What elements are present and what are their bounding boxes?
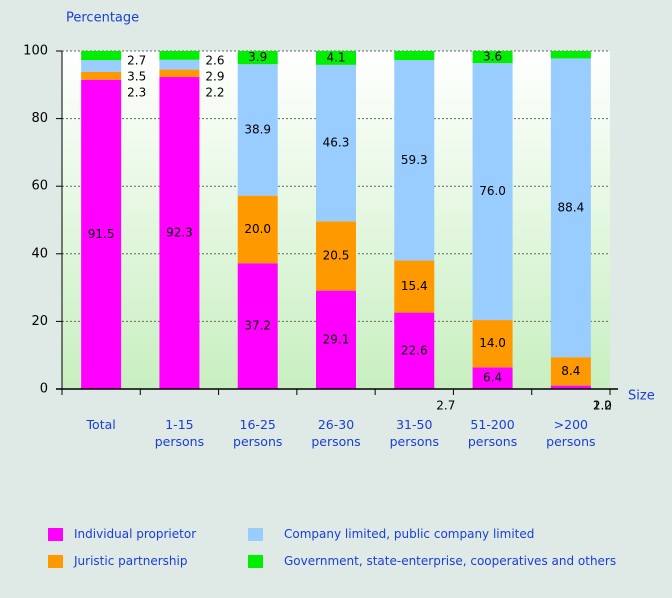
legend-swatch (248, 528, 263, 541)
data-label: 92.3 (166, 226, 193, 240)
data-label: 22.6 (401, 343, 428, 357)
data-label: 3.6 (483, 50, 502, 64)
data-label: 88.4 (557, 200, 584, 214)
data-label: 38.9 (244, 122, 271, 136)
bar-segment (237, 51, 278, 65)
legend-label: Company limited, public company limited (284, 527, 535, 541)
data-label: 2.6 (205, 54, 224, 68)
data-label: 76.0 (479, 184, 506, 198)
x-tick-label: Total (86, 417, 116, 432)
x-axis-title: Size (628, 389, 655, 404)
x-tick-label: 1-15 persons (154, 417, 205, 449)
data-label: 2.9 (205, 70, 224, 84)
bar-segment (81, 60, 122, 72)
legend-swatch (48, 528, 63, 541)
y-tick-label: 40 (31, 246, 48, 261)
bar-segment (394, 312, 435, 389)
bar-segment (159, 77, 200, 389)
bar-segment (472, 51, 513, 64)
legend-label: Government, state-enterprise, cooperativ… (284, 554, 617, 568)
legend-swatch (248, 555, 263, 568)
bar-segment (550, 385, 591, 389)
bar-segment (316, 64, 356, 222)
bar-segment (159, 69, 200, 78)
data-label: 2.2 (593, 399, 612, 413)
data-label: 91.5 (88, 227, 115, 241)
y-tick-label: 100 (23, 44, 48, 59)
data-label: 1.0 (593, 399, 612, 413)
x-tick-label: >200 persons (546, 417, 596, 449)
bar-segment (394, 51, 435, 61)
data-label: 4.1 (326, 50, 345, 64)
bar-segment (550, 51, 591, 59)
y-tick-label: 80 (31, 111, 48, 126)
data-label: 2.2 (205, 86, 224, 100)
bar-segment (159, 59, 200, 70)
bar-segment (237, 195, 278, 264)
data-label: 3.9 (248, 50, 267, 64)
data-label: 37.2 (244, 319, 271, 333)
x-tick-label: 31-50 persons (389, 417, 439, 449)
bar-segment (472, 367, 513, 389)
data-label: 59.3 (401, 153, 428, 167)
bar-segment (159, 51, 200, 60)
bar-segment (394, 260, 435, 313)
bar-segment (394, 60, 435, 261)
data-label: 29.1 (323, 332, 350, 346)
data-label: 14.0 (479, 336, 506, 350)
legend-label: Individual proprietor (74, 527, 197, 541)
y-axis-title: Percentage (66, 11, 139, 26)
bar-segment (237, 64, 278, 196)
legend-swatch (48, 555, 63, 568)
bar-segment (550, 357, 591, 386)
legend-label: Juristic partnership (74, 554, 188, 568)
y-tick-label: 60 (31, 179, 48, 194)
y-tick-label: 20 (31, 314, 48, 329)
data-label: 2.7 (127, 54, 146, 68)
y-tick-label: 0 (40, 382, 48, 397)
data-label: 6.4 (483, 371, 502, 385)
bar-segment (237, 263, 278, 389)
x-tick-label: 51-200 persons (467, 417, 518, 449)
data-label: 3.5 (127, 70, 146, 84)
data-label: 8.4 (561, 364, 580, 378)
data-label: 15.4 (401, 279, 428, 293)
bar-segment (472, 320, 513, 368)
bar-segment (472, 63, 513, 321)
bar-segment (316, 51, 356, 65)
bar-segment (81, 51, 122, 61)
data-label: 20.5 (323, 248, 350, 262)
bar-segment (316, 221, 356, 291)
bar-segment (316, 290, 356, 389)
data-label: 2.7 (436, 399, 455, 413)
bar-segment (81, 79, 122, 389)
data-label: 20.0 (244, 222, 271, 236)
bar-segment (550, 58, 591, 358)
data-label: 2.3 (127, 86, 146, 100)
x-tick-label: 16-25 persons (233, 417, 283, 449)
data-label: 46.3 (323, 136, 350, 150)
bar-segment (81, 71, 122, 80)
x-tick-label: 26-30 persons (311, 417, 361, 449)
